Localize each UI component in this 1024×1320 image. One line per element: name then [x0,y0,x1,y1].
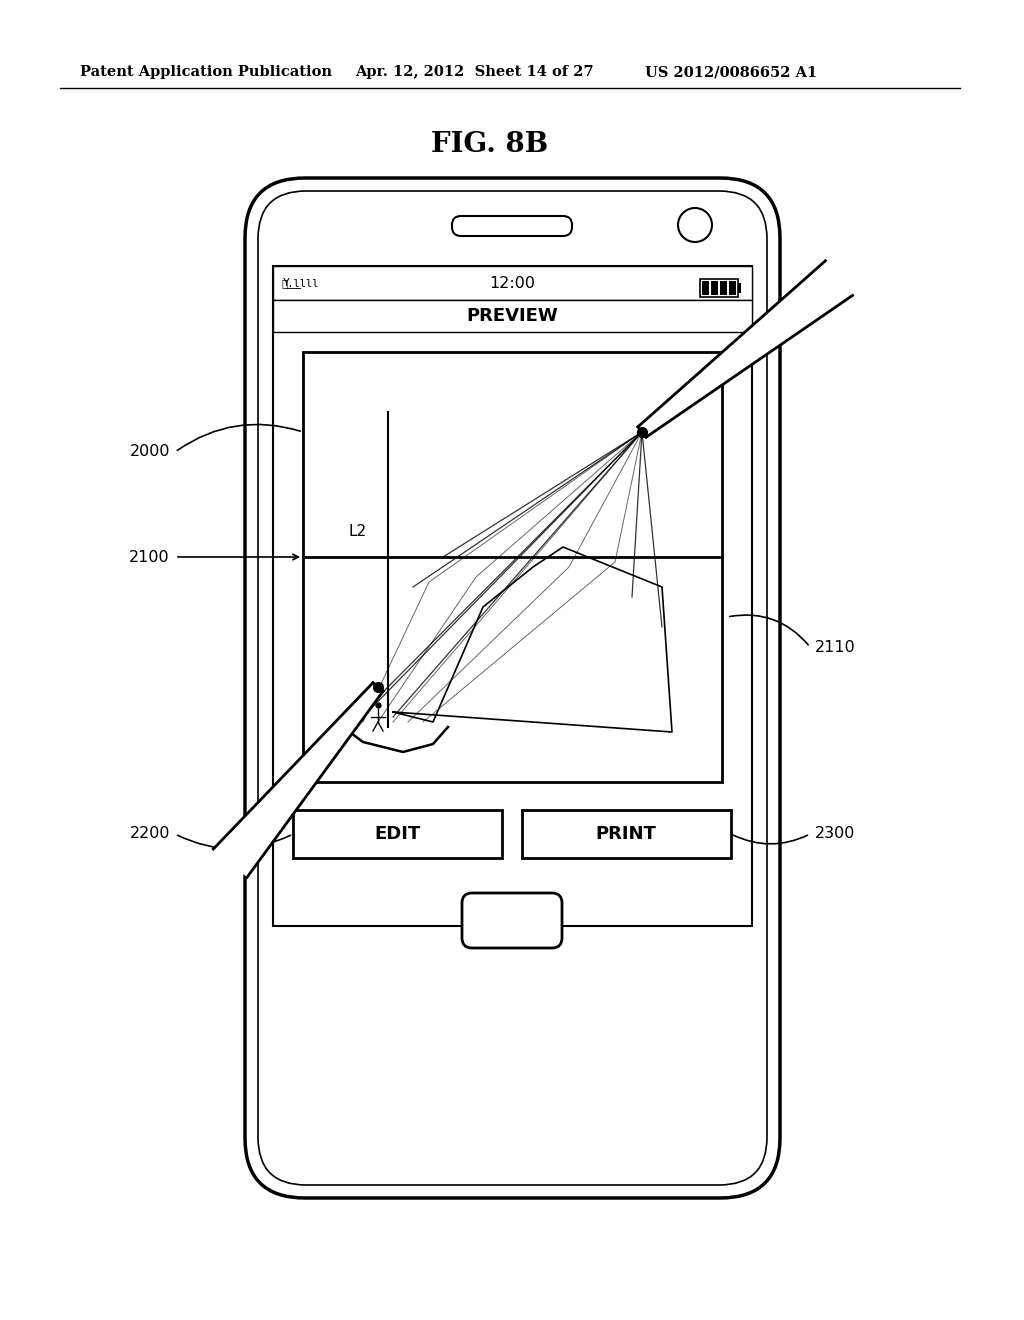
FancyBboxPatch shape [245,178,780,1199]
Text: 2300: 2300 [815,826,855,842]
Text: 2100: 2100 [129,549,170,565]
Text: 12:00: 12:00 [489,276,535,290]
Circle shape [678,209,712,242]
Text: PREVIEW: PREVIEW [466,308,558,325]
FancyArrowPatch shape [177,425,300,450]
Bar [273,267,752,927]
Bar [303,352,722,781]
Text: Patent Application Publication: Patent Application Publication [80,65,332,79]
Bar [273,300,752,333]
FancyBboxPatch shape [258,191,767,1185]
Bar [720,281,727,294]
FancyBboxPatch shape [462,894,562,948]
Text: 2000: 2000 [129,445,170,459]
Text: ⅀.llll: ⅀.llll [281,279,318,288]
Text: Y ̲ ̲ ̲ ̲ ̲: Y ̲ ̲ ̲ ̲ ̲ [283,277,301,289]
Text: FIG. 8B: FIG. 8B [431,132,549,158]
Text: Apr. 12, 2012  Sheet 14 of 27: Apr. 12, 2012 Sheet 14 of 27 [355,65,594,79]
Bar [273,267,752,300]
FancyArrowPatch shape [733,836,808,843]
Bar [711,281,718,294]
Bar [700,279,738,297]
Bar [522,810,731,858]
FancyBboxPatch shape [452,216,572,236]
Polygon shape [638,261,853,437]
Bar [738,282,741,293]
Bar [293,810,502,858]
Text: US 2012/0086652 A1: US 2012/0086652 A1 [645,65,817,79]
Text: 2110: 2110 [815,639,856,655]
Text: PRINT: PRINT [596,825,656,843]
Text: 2200: 2200 [129,826,170,842]
Text: EDIT: EDIT [374,825,420,843]
Text: L2: L2 [348,524,367,540]
Bar [729,281,736,294]
FancyArrowPatch shape [177,836,291,849]
FancyArrowPatch shape [730,615,808,645]
Polygon shape [213,682,383,878]
Bar [702,281,709,294]
